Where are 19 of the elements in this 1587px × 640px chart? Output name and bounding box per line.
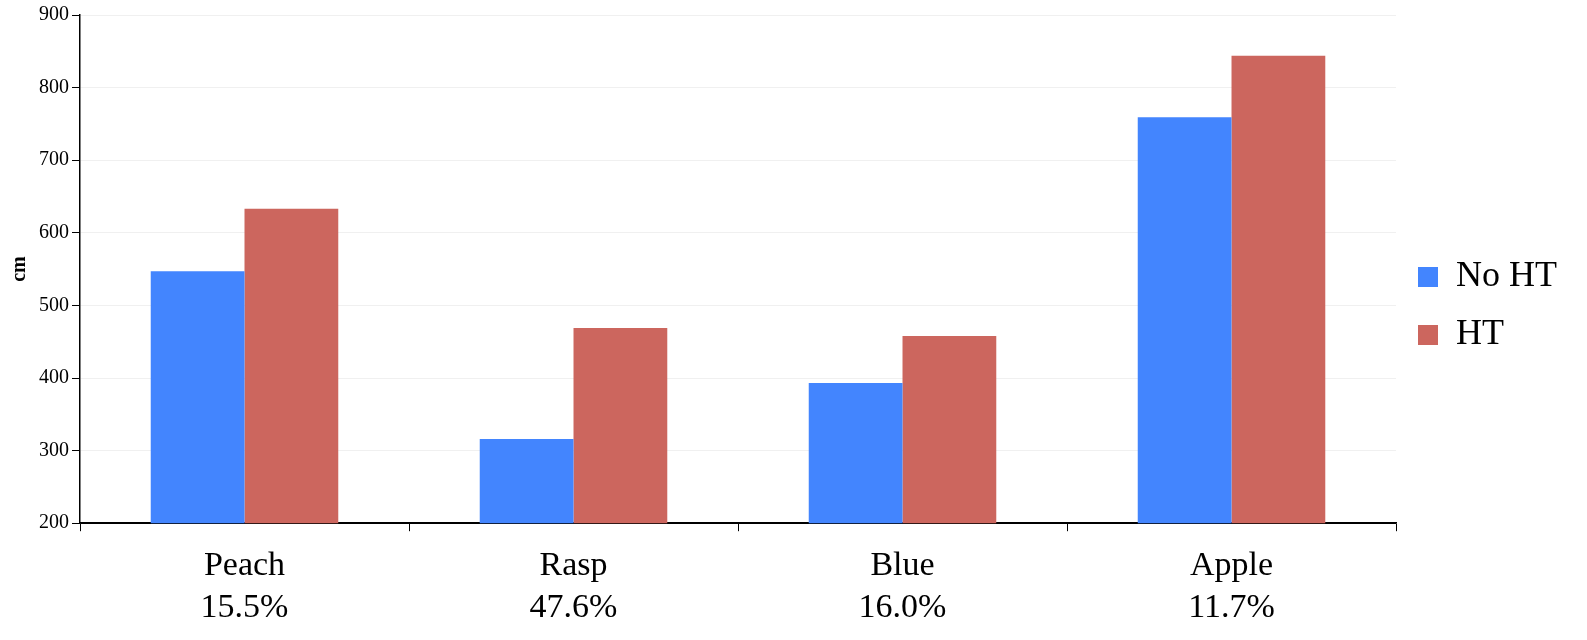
y-tick-label: 500 (39, 292, 69, 315)
y-tick-label: 400 (39, 365, 69, 388)
legend-label: No HT (1456, 254, 1558, 295)
text: 11.7% (1188, 587, 1275, 625)
x-tick-label: Rasp (539, 544, 608, 582)
y-tick-label: 800 (39, 74, 69, 97)
text: 47.6% (529, 587, 618, 625)
text: 16.0% (858, 587, 947, 625)
text: 15.5% (200, 587, 289, 625)
legend-label: HT (1456, 312, 1505, 353)
x-tick-label: Apple (1189, 544, 1274, 582)
y-tick-label: 200 (39, 510, 69, 533)
y-tick-label: 700 (39, 147, 69, 170)
y-tick-label: 300 (39, 437, 69, 460)
y-axis-title: cm (7, 256, 30, 282)
y-tick-label: 900 (39, 2, 69, 25)
x-tick-label: Peach (203, 544, 286, 582)
y-tick-label: 600 (39, 220, 69, 243)
x-tick-label: Blue (870, 544, 935, 582)
